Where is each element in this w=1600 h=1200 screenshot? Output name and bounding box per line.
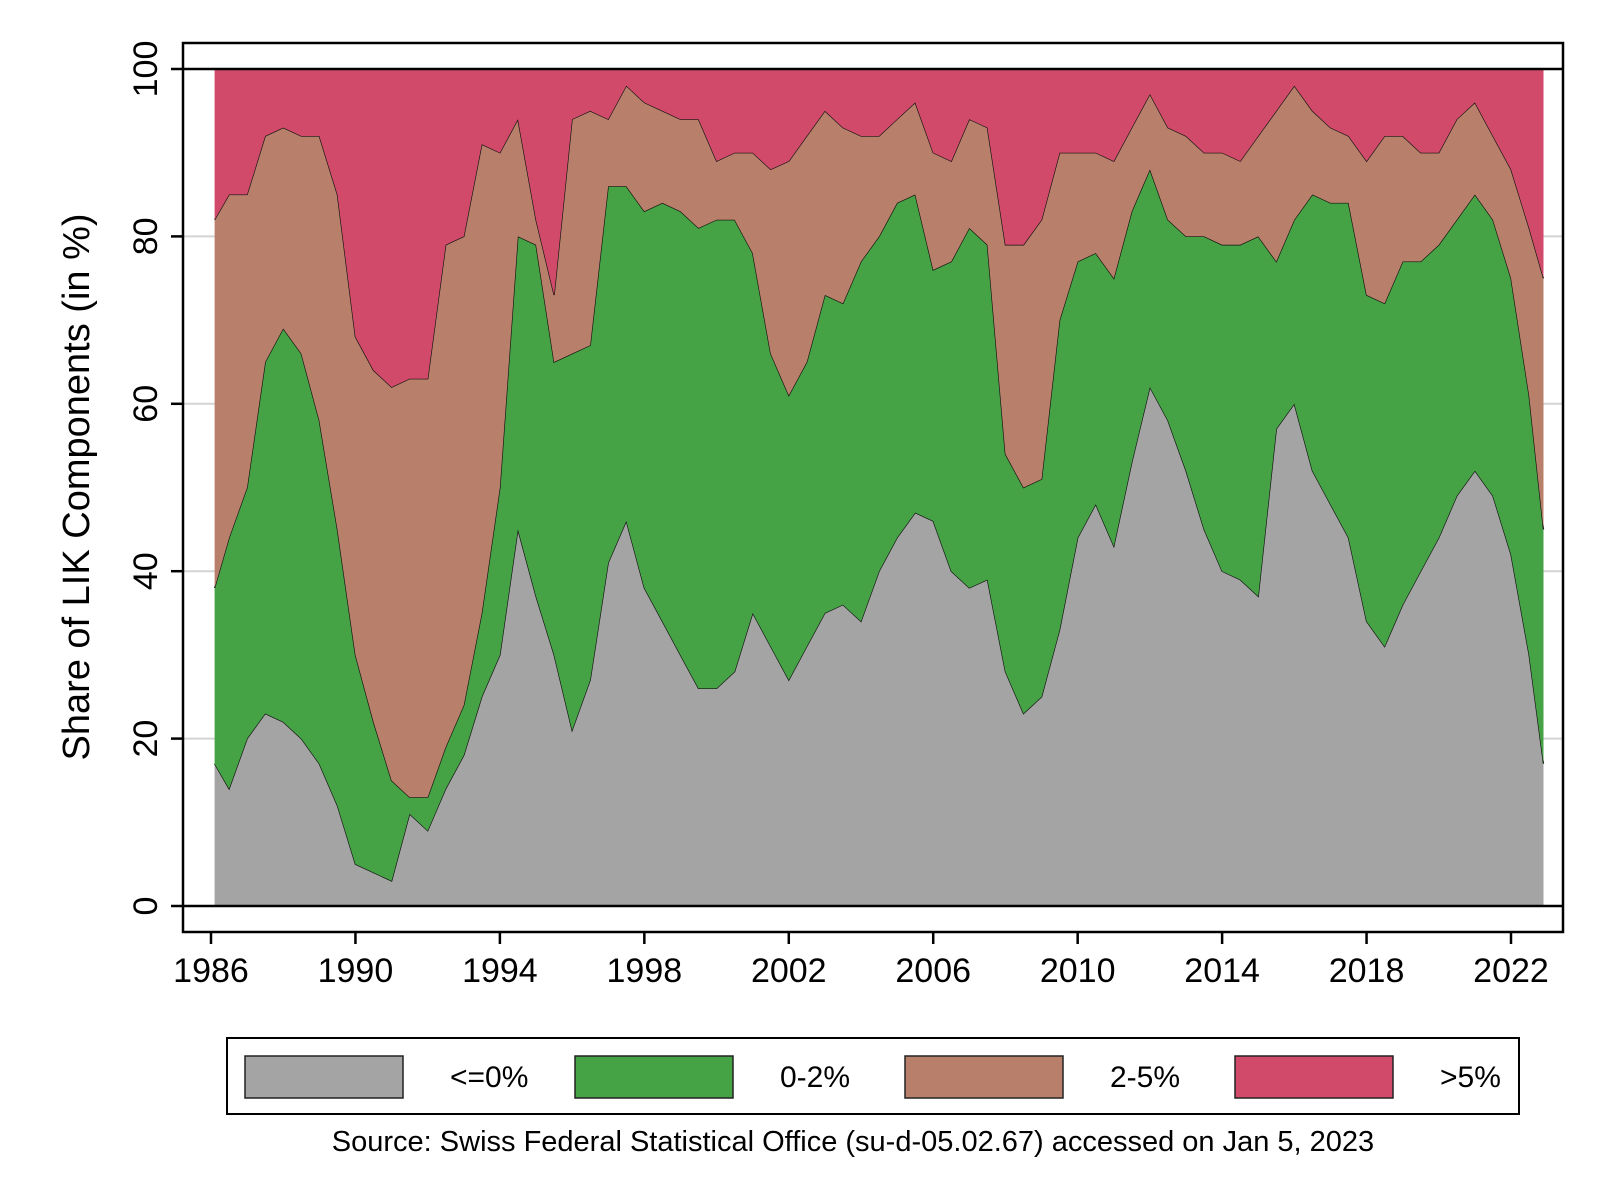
plot-border [181, 41, 1565, 934]
y-tick-label-20: 20 [127, 720, 165, 758]
area-series-3 [214, 85, 1544, 798]
x-tick-label-1998: 1998 [607, 952, 683, 990]
legend-label-3: 2-5% [1110, 1061, 1180, 1094]
y-axis-label: Share of LIK Components (in %) [56, 213, 98, 760]
plot-frame [181, 41, 1565, 934]
x-tick-label-2018: 2018 [1329, 952, 1405, 990]
source-note: Source: Swiss Federal Statistical Office… [332, 1126, 1374, 1158]
y-tick-label-80: 80 [127, 217, 165, 255]
legend-swatch-4 [1234, 1055, 1394, 1099]
x-tick-label-2022: 2022 [1473, 952, 1549, 990]
x-tick-label-1986: 1986 [173, 952, 249, 990]
x-tick-label-2006: 2006 [895, 952, 971, 990]
y-tick-label-0: 0 [127, 897, 165, 916]
x-tick-label-2002: 2002 [751, 952, 827, 990]
axes: 0 20 40 60 80 100 1986 1990 1994 1998 2002 2006 2010… [127, 41, 1549, 990]
legend-swatch-1 [244, 1055, 404, 1099]
legend-label-4: >5% [1440, 1061, 1501, 1094]
x-tick-label-2014: 2014 [1184, 952, 1260, 990]
legend: <=0% 0-2% 2-5% >5% [226, 1037, 1520, 1115]
y-tick-label-60: 60 [127, 385, 165, 423]
legend-label-2: 0-2% [780, 1061, 850, 1094]
area-series-1 [214, 387, 1544, 907]
x-tick-label-1990: 1990 [318, 952, 394, 990]
area-series-4 [214, 69, 1544, 388]
x-tick-label-2010: 2010 [1040, 952, 1116, 990]
legend-swatch-2 [574, 1055, 734, 1099]
area-series-2 [214, 169, 1544, 881]
y-tick-label-40: 40 [127, 552, 165, 590]
legend-label-1: <=0% [450, 1061, 528, 1094]
y-tick-label-100: 100 [127, 41, 165, 98]
stacked-areas [213, 68, 1545, 907]
x-tick-label-1994: 1994 [462, 952, 538, 990]
legend-swatch-3 [904, 1055, 1064, 1099]
